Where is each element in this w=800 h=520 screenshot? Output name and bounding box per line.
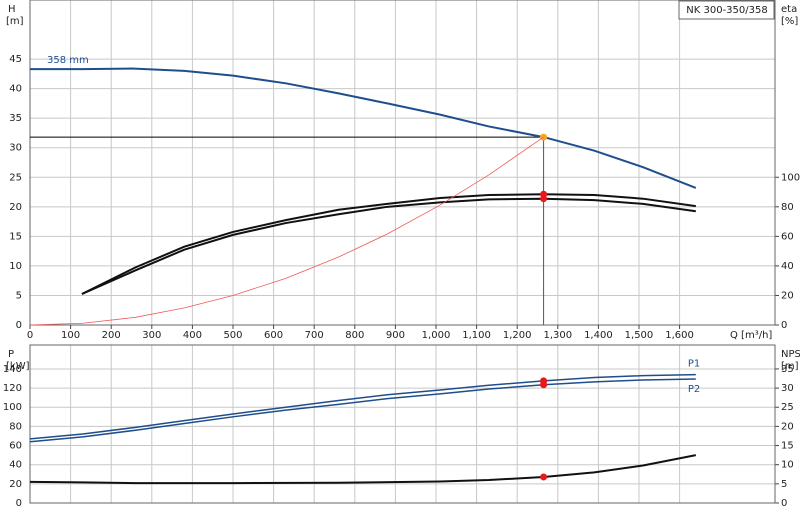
title-box: [678, 0, 775, 20]
y-tick-label: 60: [9, 441, 22, 452]
y2-tick-label: 60: [781, 231, 794, 242]
y2-tick-label: 30: [781, 383, 794, 394]
curve: [29, 136, 544, 326]
y-tick-label: 20: [9, 202, 22, 213]
y-axis-label: P: [8, 349, 14, 360]
y-axis-label: H: [8, 4, 16, 15]
curve: [81, 197, 696, 295]
y2-axis-label: eta: [781, 4, 797, 15]
x-tick-label: 1,500: [625, 330, 654, 341]
plot-frame: [29, 344, 776, 504]
x-tick-label: 900: [386, 330, 405, 341]
y-tick-label: 30: [9, 143, 22, 154]
y-tick-label: 10: [9, 261, 22, 272]
x-tick-label: 700: [305, 330, 324, 341]
y-tick-label: 40: [9, 460, 22, 471]
x-tick-label: 600: [264, 330, 283, 341]
x-tick-label: 1,400: [584, 330, 613, 341]
y-tick-label: 25: [9, 172, 22, 183]
y2-axis-unit: [m]: [781, 361, 799, 372]
series-label: P2: [688, 384, 700, 395]
x-tick-label: 500: [223, 330, 242, 341]
y-tick-label: 15: [9, 231, 22, 242]
y2-tick-label: 25: [781, 402, 794, 413]
operating-point: [540, 195, 548, 203]
y-tick-label: 100: [3, 402, 22, 413]
y-axis-unit: [kW]: [6, 361, 30, 372]
x-tick-label: 0: [27, 330, 33, 341]
x-tick-label: 300: [142, 330, 161, 341]
y2-tick-label: 5: [781, 479, 787, 490]
y-tick-label: 45: [9, 54, 22, 65]
y-tick-label: 5: [16, 290, 22, 301]
curve: [81, 193, 696, 295]
x-tick-label: 800: [345, 330, 364, 341]
operating-point: [540, 473, 548, 481]
curve: [29, 373, 696, 440]
x-axis-label: Q [m³/h]: [730, 330, 772, 341]
operating-point: [540, 381, 548, 389]
chart-title: NK 300-350/358: [686, 5, 767, 16]
series-label: 358 mm: [47, 55, 89, 66]
y2-tick-label: 40: [781, 261, 794, 272]
x-tick-label: 1,000: [422, 330, 451, 341]
x-tick-label: 1,600: [665, 330, 694, 341]
y2-tick-label: 15: [781, 441, 794, 452]
y-tick-label: 0: [16, 498, 22, 509]
x-tick-label: 400: [183, 330, 202, 341]
y-axis-unit: [m]: [6, 16, 24, 27]
y2-axis-unit: [%]: [781, 16, 798, 27]
y-tick-label: 80: [9, 421, 22, 432]
y2-tick-label: 0: [781, 320, 787, 331]
y-tick-label: 0: [16, 320, 22, 331]
y2-tick-label: 20: [781, 421, 794, 432]
curve: [29, 378, 696, 443]
x-tick-label: 1,300: [543, 330, 572, 341]
x-tick-label: 1,200: [503, 330, 532, 341]
y2-tick-label: 10: [781, 460, 794, 471]
y-tick-label: 20: [9, 479, 22, 490]
curve: [29, 454, 697, 485]
y2-axis-label: NPSH: [781, 349, 800, 360]
curve: [30, 67, 697, 189]
series-label: P1: [688, 359, 700, 370]
y2-tick-label: 80: [781, 202, 794, 213]
y2-tick-label: 20: [781, 290, 794, 301]
y-tick-label: 140: [3, 364, 22, 375]
y2-tick-label: 35: [781, 364, 794, 375]
y-tick-label: 120: [3, 383, 22, 394]
x-tick-label: 100: [61, 330, 80, 341]
y-tick-label: 40: [9, 84, 22, 95]
x-tick-label: 200: [102, 330, 121, 341]
y2-tick-label: 0: [781, 498, 787, 509]
y2-tick-label: 100: [781, 172, 800, 183]
x-tick-label: 1,100: [462, 330, 491, 341]
plot-frame: [29, 0, 776, 326]
y-tick-label: 35: [9, 113, 22, 124]
